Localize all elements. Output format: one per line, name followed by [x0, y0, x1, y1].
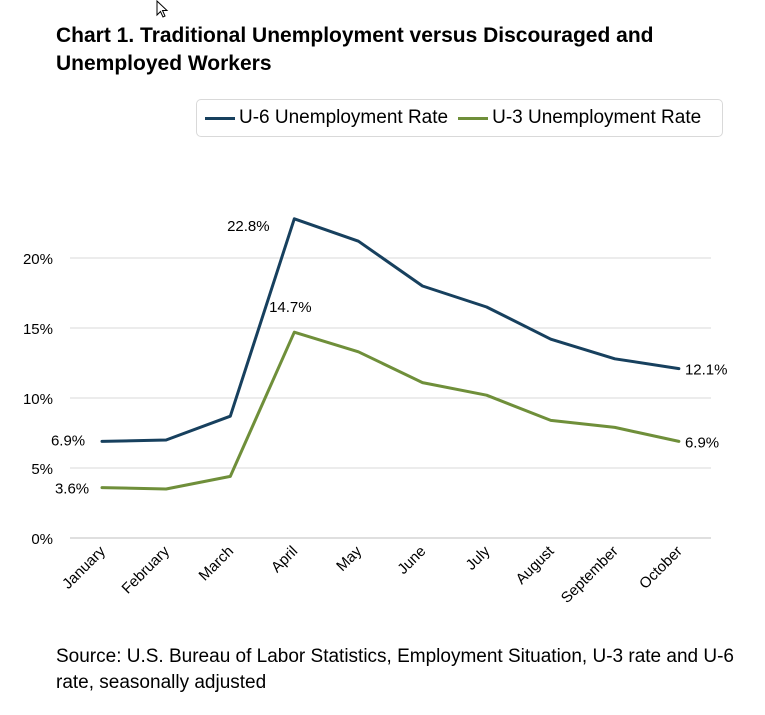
- data-label-u3-april: 14.7%: [269, 299, 312, 316]
- chart-title: Chart 1. Traditional Unemployment versus…: [56, 24, 654, 75]
- legend-entry-u6: U-6 Unemployment Rate: [205, 107, 448, 129]
- x-tick-label-may: May: [333, 542, 365, 574]
- legend-swatch-u6: [205, 116, 235, 120]
- x-tick-label-march: March: [196, 543, 237, 584]
- x-tick-label-september: September: [558, 543, 622, 607]
- y-tick-label-10: 10%: [23, 391, 53, 408]
- x-tick-label-august: August: [513, 542, 559, 588]
- data-label-u6-january: 6.9%: [51, 432, 85, 449]
- y-tick-label-0: 0%: [31, 531, 53, 548]
- x-tick-label-june: June: [394, 543, 429, 578]
- data-label-u3-october: 6.9%: [685, 434, 719, 451]
- line-chart: 0% 5% 10% 15% 20% January February March April Ma…: [23, 217, 728, 607]
- legend-entry-u3: U-3 Unemployment Rate: [458, 107, 701, 129]
- y-tick-label-5: 5%: [31, 461, 53, 478]
- legend-label-u3: U-3 Unemployment Rate: [492, 107, 702, 128]
- data-label-u6-october: 12.1%: [685, 362, 728, 379]
- chart-legend: U-6 Unemployment Rate U-3 Unemployment R…: [196, 99, 723, 137]
- x-tick-label-january: January: [59, 542, 109, 592]
- series-line-u6: [100, 217, 681, 443]
- data-label-u3-january: 3.6%: [55, 481, 89, 498]
- x-tick-label-july: July: [463, 542, 494, 573]
- x-tick-label-april: April: [268, 543, 301, 576]
- legend-swatch-u3: [458, 116, 489, 120]
- series-line-u3: [100, 330, 681, 491]
- y-tick-label-15: 15%: [23, 321, 53, 338]
- mouse-pointer-icon: [156, 0, 169, 18]
- x-tick-label-february: February: [119, 542, 174, 597]
- data-label-u6-april: 22.8%: [227, 218, 270, 235]
- x-tick-label-october: October: [636, 543, 686, 593]
- y-tick-label-20: 20%: [23, 251, 53, 268]
- chart-source-note: Source: U.S. Bureau of Labor Statistics,…: [56, 646, 734, 693]
- legend-label-u6: U-6 Unemployment Rate: [239, 107, 449, 128]
